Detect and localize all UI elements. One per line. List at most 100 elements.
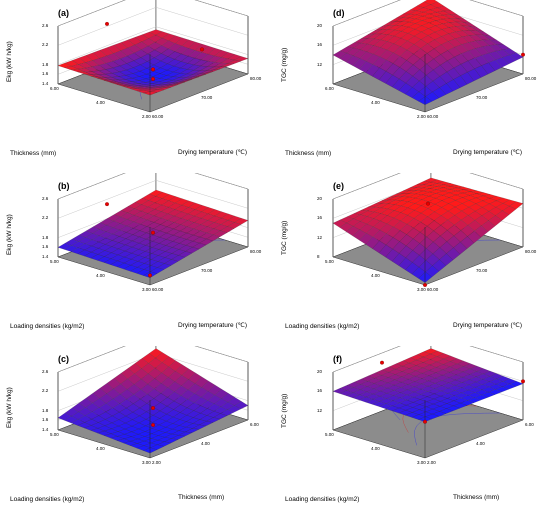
design-point <box>423 419 427 424</box>
z-tick-label: 1.8 <box>42 407 49 413</box>
y-tick-label: 3.00 <box>417 287 426 292</box>
design-point <box>105 202 109 207</box>
z-axis-title: TGC (mg/g) <box>281 393 288 428</box>
design-point <box>200 47 204 52</box>
surface-plot-svg <box>57 346 249 459</box>
z-tick-label: 2.6 <box>42 23 49 28</box>
z-tick-label: 20 <box>317 23 323 28</box>
z-tick-label: 2.2 <box>42 388 49 394</box>
z-gridline <box>57 180 249 219</box>
y-tick-label: 5.00 <box>50 259 59 264</box>
z-gridline <box>332 173 524 200</box>
z-tick-label: 8 <box>317 254 320 259</box>
z-tick-label: 12 <box>317 407 323 413</box>
y-tick-label: 5.00 <box>50 432 59 437</box>
x-tick-label: 6.00 <box>525 422 534 427</box>
x-axis-title: Drying temperature (℃) <box>453 149 523 156</box>
y-tick-label: 4.00 <box>96 100 105 105</box>
z-tick-label: 1.4 <box>42 427 49 432</box>
x-tick-label: 70.00 <box>201 95 213 100</box>
x-tick-label: 70.00 <box>476 268 488 273</box>
panel-label: (e) <box>333 181 344 191</box>
z-tick-label: 12 <box>317 61 323 67</box>
z-tick-label: 20 <box>317 369 323 374</box>
z-tick-label: 1.6 <box>42 71 49 77</box>
y-tick-label: 4.00 <box>96 273 105 278</box>
x-axis-title: Drying temperature (℃) <box>453 322 523 329</box>
y-tick-label: 2.00 <box>142 114 151 119</box>
x-tick-label: 80.00 <box>250 76 262 81</box>
z-axis-title: TGC (mg/g) <box>281 47 288 82</box>
surface-plot-svg <box>332 346 525 459</box>
y-axis-title: Loading densities (kg/m2) <box>10 496 85 503</box>
z-tick-label: 2.6 <box>42 196 49 201</box>
z-tick-label: 16 <box>317 388 323 394</box>
surface-plot-svg <box>332 173 524 287</box>
panel-label: (c) <box>58 354 69 364</box>
design-point <box>148 273 152 278</box>
x-tick-label: 60.00 <box>152 114 164 119</box>
y-tick-label: 6.00 <box>50 86 59 91</box>
design-point <box>151 406 155 411</box>
x-tick-label: 4.00 <box>476 441 485 446</box>
z-tick-label: 12 <box>317 234 323 240</box>
y-tick-label: 4.00 <box>371 273 380 278</box>
x-tick-label: 60.00 <box>427 114 439 119</box>
z-tick-label: 1.8 <box>42 61 49 67</box>
design-point <box>151 77 155 81</box>
chart-panel-d: (d) TGC (mg/g) 12 16 20 2.00 4.00 6.00 60.00 70.0… <box>275 0 550 173</box>
panel-label: (d) <box>333 8 345 18</box>
design-point <box>151 230 155 235</box>
z-axis-title: TGC (mg/g) <box>281 220 288 255</box>
z-tick-label: 2.2 <box>42 42 49 48</box>
y-tick-label: 3.00 <box>142 460 151 465</box>
panel-label: (f) <box>333 354 342 364</box>
y-axis-title: Loading densities (kg/m2) <box>285 496 360 503</box>
x-tick-label: 70.00 <box>476 95 488 100</box>
z-tick-label: 16 <box>317 42 323 48</box>
chart-panel-e: (e) TGC (mg/g) 8 12 16 20 3.00 4.00 5.00 60.00 70.… <box>275 173 550 346</box>
response-surface <box>57 189 249 278</box>
design-point <box>521 379 525 384</box>
z-tick-label: 1.6 <box>42 417 49 423</box>
x-tick-label: 80.00 <box>250 249 262 254</box>
y-axis-title: Thickness (mm) <box>10 150 57 157</box>
z-gridline <box>57 26 249 65</box>
panel-label: (b) <box>58 181 70 191</box>
x-axis-title: Thickness (mm) <box>178 494 225 501</box>
z-axis-title: Ekg (kW h/kg) <box>6 41 13 82</box>
z-gridline <box>57 0 249 27</box>
x-axis-title: Drying temperature (℃) <box>178 322 248 329</box>
x-tick-label: 80.00 <box>525 76 537 81</box>
z-gridline <box>57 173 249 200</box>
surface-plot-svg <box>57 0 249 113</box>
y-tick-label: 5.00 <box>325 259 334 264</box>
design-point <box>426 201 430 206</box>
z-tick-label: 2.6 <box>42 369 49 374</box>
z-gridline <box>332 0 524 27</box>
x-tick-label: 6.00 <box>250 422 259 427</box>
response-surface <box>332 0 524 105</box>
z-tick-label: 1.6 <box>42 244 49 250</box>
x-tick-label: 70.00 <box>201 268 213 273</box>
response-surface <box>332 177 524 283</box>
y-tick-label: 4.00 <box>371 446 380 451</box>
chart-panel-a: (a) Ekg (kW h/kg) 1.4 1.6 1.8 2.2 2.6 2.00 4.00 6… <box>0 0 275 173</box>
y-tick-label: 2.00 <box>417 114 426 119</box>
response-surface <box>57 348 249 454</box>
design-point <box>105 21 109 26</box>
z-gridline <box>57 346 249 373</box>
y-tick-label: 6.00 <box>325 86 334 91</box>
z-gridline <box>332 346 524 373</box>
y-axis-title: Loading densities (kg/m2) <box>10 323 85 330</box>
x-tick-label: 2.00 <box>152 460 161 465</box>
design-point <box>521 52 525 57</box>
x-tick-label: 2.00 <box>427 460 436 465</box>
z-tick-label: 16 <box>317 215 323 221</box>
y-tick-label: 4.00 <box>371 100 380 105</box>
panel-label: (a) <box>58 8 69 18</box>
surface-plot-svg <box>57 173 249 286</box>
y-tick-label: 3.00 <box>417 460 426 465</box>
y-axis-title: Loading densities (kg/m2) <box>285 323 360 330</box>
